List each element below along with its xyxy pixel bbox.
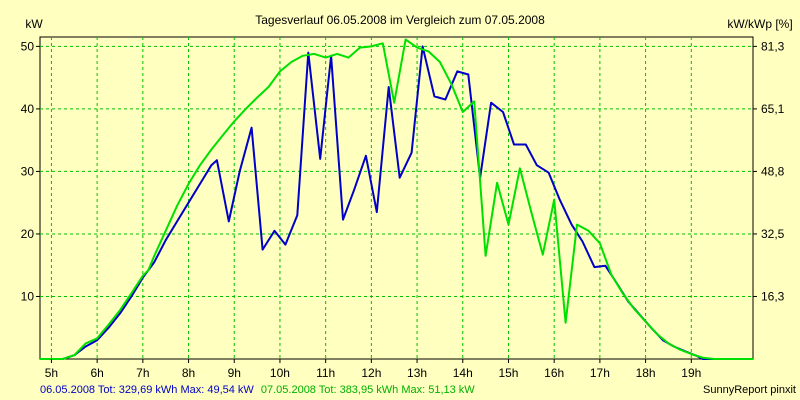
y-left-axis-ticks: 10 20 30 40 50 xyxy=(21,39,40,303)
x-tick-label: 16h xyxy=(544,366,564,380)
x-tick-label: 7h xyxy=(136,366,149,380)
x-tick-label: 12h xyxy=(361,366,381,380)
y-right-tick-label: 81,3 xyxy=(761,39,785,53)
legend-series-2: 07.05.2008 Tot: 383,95 kWh Max: 51,13 kW xyxy=(261,384,475,396)
y-left-tick-label: 40 xyxy=(21,102,35,116)
y-left-unit: kW xyxy=(25,17,43,31)
series-line-1 xyxy=(40,45,753,360)
x-tick-label: 9h xyxy=(228,366,241,380)
x-tick-label: 11h xyxy=(316,366,335,380)
y-right-tick-label: 65,1 xyxy=(761,102,785,116)
x-tick-label: 18h xyxy=(636,366,656,380)
x-tick-label: 10h xyxy=(270,366,290,380)
x-tick-label: 8h xyxy=(182,366,195,380)
x-tick-label: 15h xyxy=(498,366,518,380)
y-left-tick-label: 30 xyxy=(21,164,35,178)
y-right-axis-ticks: 16,3 32,5 48,8 65,1 81,3 xyxy=(753,39,785,303)
x-tick-label: 14h xyxy=(453,366,473,380)
series-line-2 xyxy=(40,38,753,360)
x-tick-label: 19h xyxy=(681,366,701,380)
chart-title: Tagesverlauf 06.05.2008 im Vergleich zum… xyxy=(255,13,545,27)
y-right-unit: kW/kWp [%] xyxy=(727,17,792,31)
series-layer xyxy=(40,38,753,360)
y-left-tick-label: 20 xyxy=(21,227,35,241)
legend-series-1: 06.05.2008 Tot: 329,69 kWh Max: 49,54 kW xyxy=(40,384,254,396)
y-left-tick-label: 50 xyxy=(21,39,35,53)
x-axis-ticks: 5h 6h 7h 8h 9h 10h 11h 12h 13h 14h 15h 16h 17h 18h 19h xyxy=(45,359,701,380)
y-right-tick-label: 48,8 xyxy=(761,164,785,178)
x-tick-label: 5h xyxy=(45,366,58,380)
y-left-tick-label: 10 xyxy=(21,289,35,303)
x-tick-label: 13h xyxy=(407,366,427,380)
x-tick-label: 6h xyxy=(90,366,103,380)
y-right-tick-label: 16,3 xyxy=(761,289,785,303)
footer-legend: 06.05.2008 Tot: 329,69 kWh Max: 49,54 kW… xyxy=(40,384,475,396)
x-tick-label: 17h xyxy=(590,366,610,380)
footer-credit: SunnyReport pinxit xyxy=(703,384,796,396)
y-right-tick-label: 32,5 xyxy=(761,227,785,241)
horizontal-gridlines xyxy=(40,45,753,297)
plot-area xyxy=(39,36,754,360)
